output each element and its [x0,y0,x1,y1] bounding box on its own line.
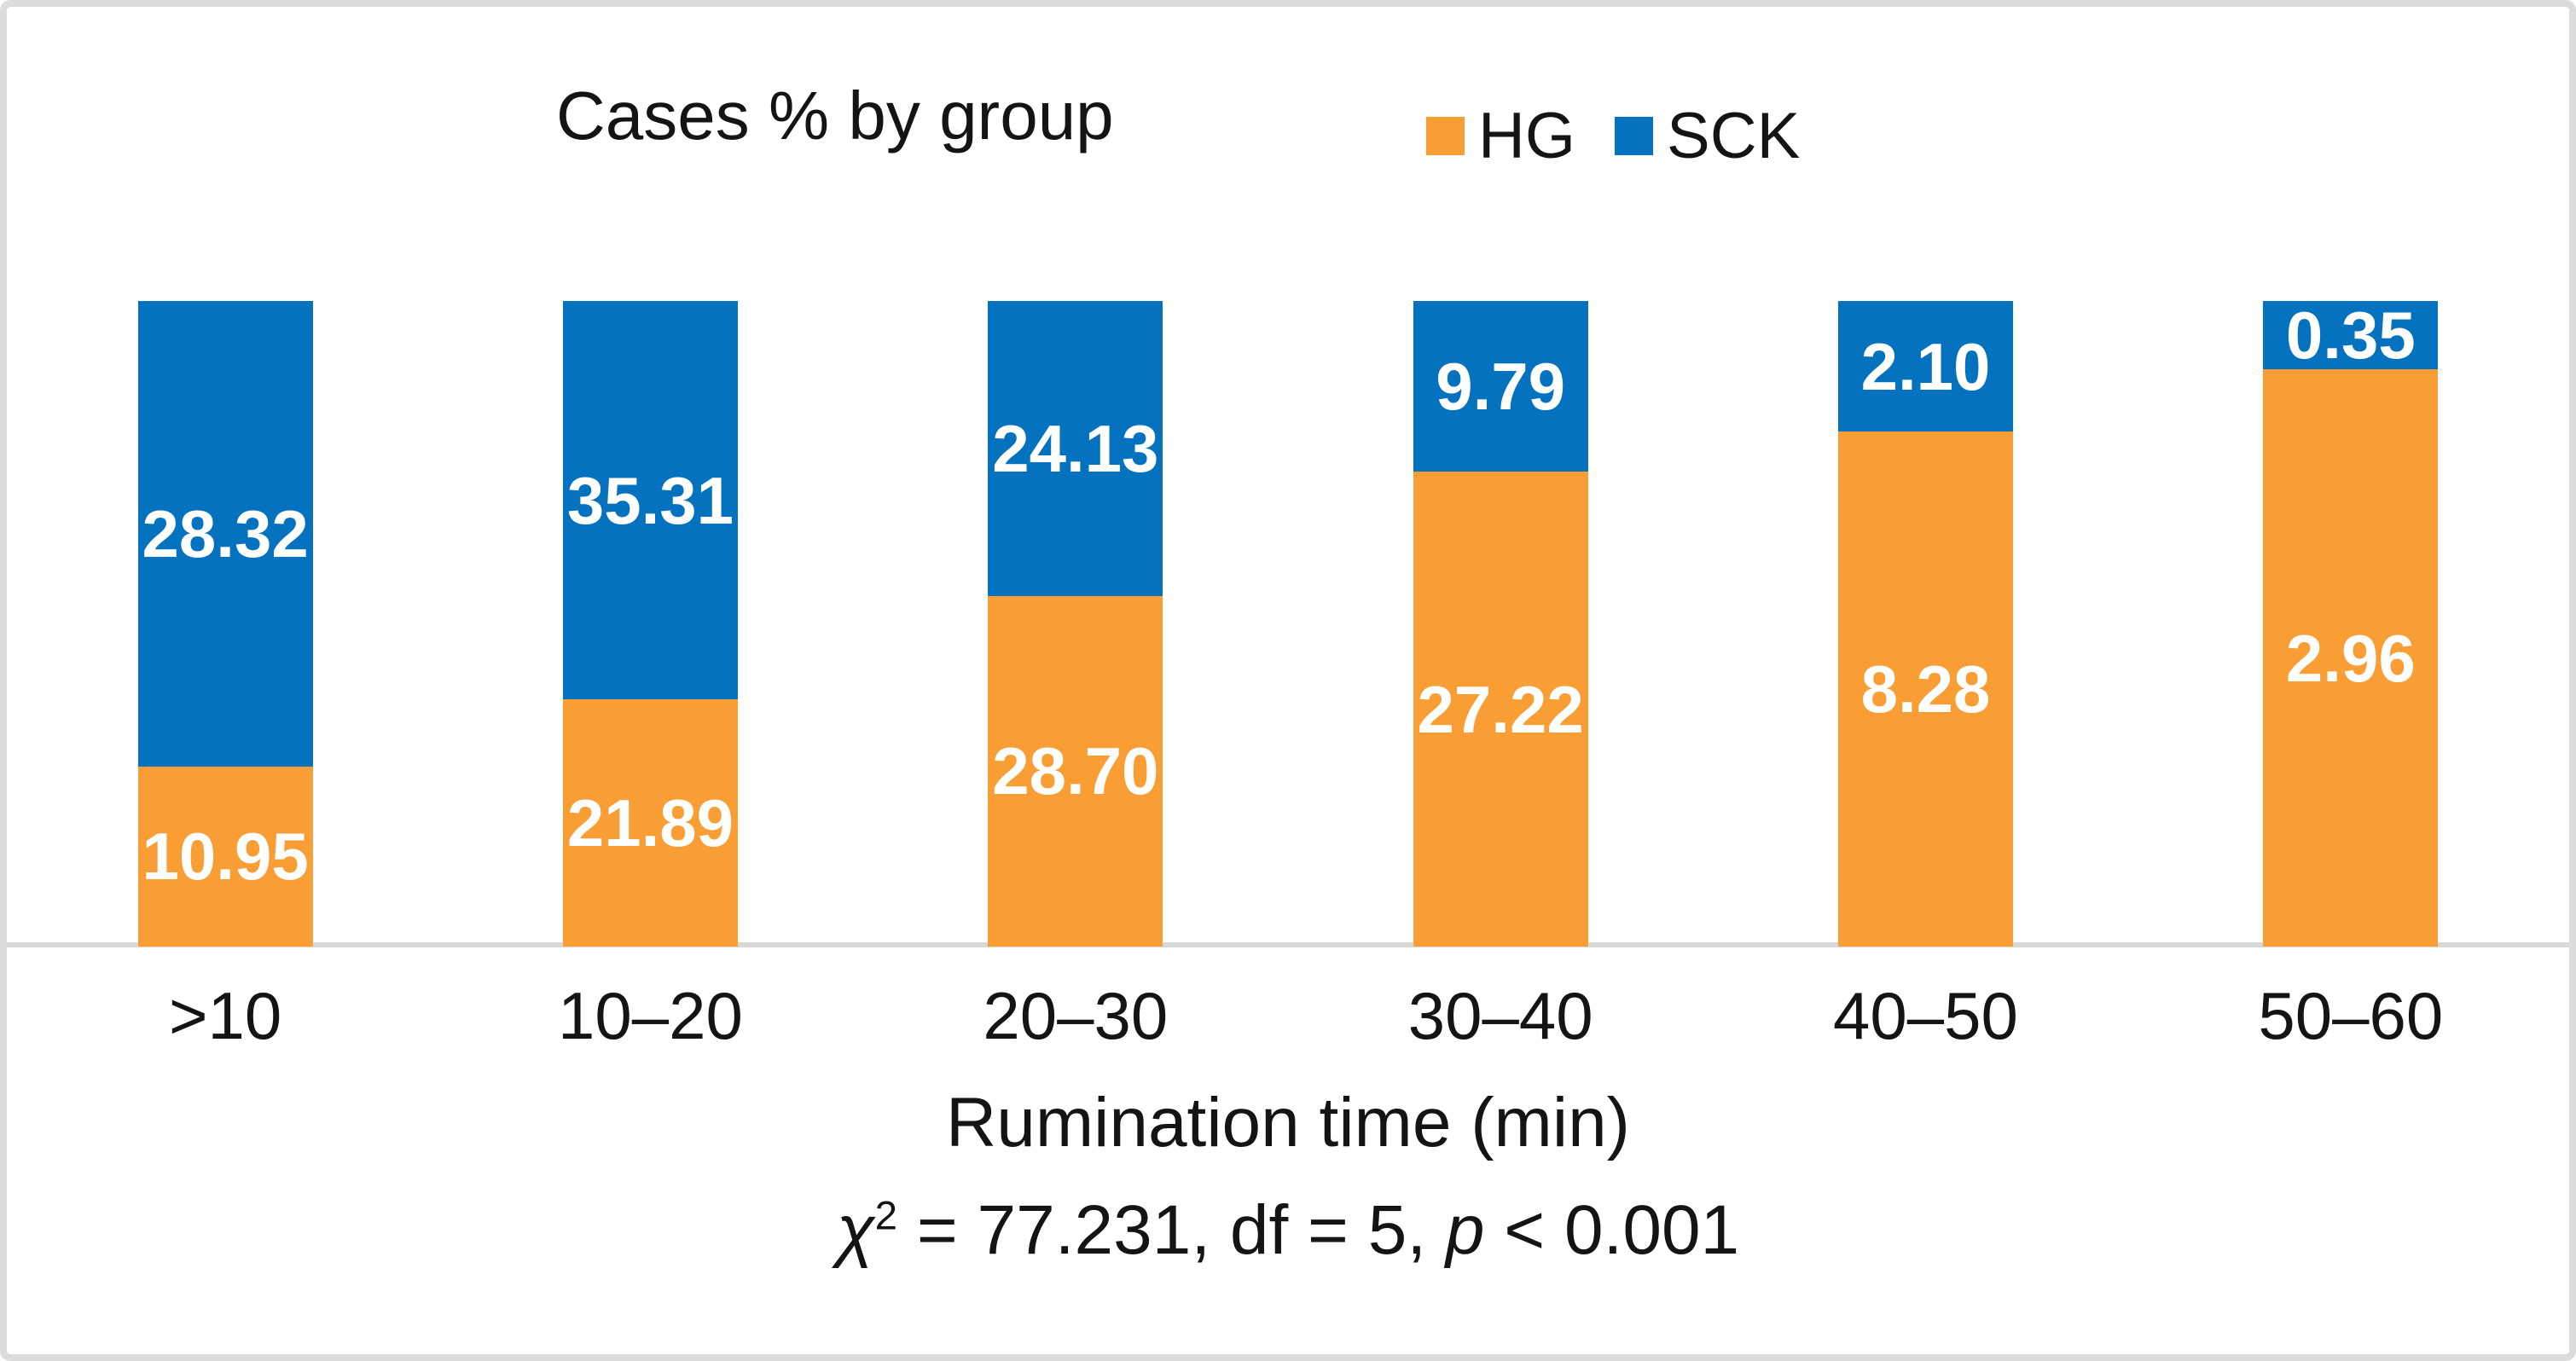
sck-segment: 0.35 [2263,298,2439,374]
stacked-bar-5: 8.28 2.10 [1837,301,2013,947]
bar-value-label: 28.32 [142,495,309,571]
x-axis-title: Rumination time (min) [946,1084,1630,1161]
chart-title: Cases % by group [556,78,1114,153]
legend: HG SCK [1426,99,1800,173]
hg-segment: 2.96 [2263,369,2439,947]
sck-segment: 35.31 [562,301,738,700]
bar-group: 21.89 35.31 [438,301,862,947]
bar-group: 8.28 2.10 [1713,301,2138,947]
bar-value-label: 35.31 [566,462,734,538]
bar-group: 27.22 9.79 [1288,301,1713,947]
bar-group: 2.96 0.35 [2138,301,2563,947]
bar-value-label: 8.28 [1860,652,1991,727]
stacked-bar-2: 21.89 35.31 [562,301,738,947]
hg-segment: 21.89 [562,699,738,947]
bar-group: 28.70 24.13 [863,301,1288,947]
bar-group: 10.95 28.32 [13,301,438,947]
hg-segment: 10.95 [137,766,313,947]
bar-value-label: 9.79 [1436,349,1566,425]
x-tick-label: 30–40 [1407,978,1593,1053]
bar-value-label: 0.35 [2285,298,2416,374]
sck-segment: 9.79 [1413,301,1588,472]
bar-value-label: 27.22 [1417,671,1584,747]
bar-value-label: 10.95 [142,819,309,895]
hg-segment: 28.70 [988,595,1163,947]
x-tick-label: >10 [169,978,282,1053]
bar-value-label: 2.96 [2285,620,2416,696]
bar-value-label: 21.89 [566,785,734,861]
x-axis-tick-row: >10 10–20 20–30 30–40 40–50 50–60 [13,977,2563,1055]
sck-segment: 28.32 [137,301,313,767]
legend-label-sck: SCK [1667,100,1801,172]
sck-legend-swatch-icon [1615,117,1653,155]
legend-item-sck: SCK [1615,99,1800,173]
stacked-bar-6: 2.96 0.35 [2263,298,2439,947]
stats-mid-text: = 77.231, df = 5, [897,1191,1446,1269]
chi-symbol: χ [836,1191,875,1269]
hg-segment: 27.22 [1413,472,1588,947]
stats-annotation: χ2 = 77.231, df = 5, p < 0.001 [0,1190,2576,1271]
chi-superscript: 2 [874,1193,898,1239]
stats-tail-text: < 0.001 [1484,1191,1740,1269]
legend-label-hg: HG [1478,100,1575,172]
x-tick-label: 40–50 [1833,978,2018,1053]
hg-segment: 8.28 [1837,431,2013,947]
bar-value-label: 24.13 [992,410,1159,486]
sck-segment: 2.10 [1837,301,2013,432]
x-tick-label: 20–30 [983,978,1169,1053]
stacked-bar-1: 10.95 28.32 [137,301,313,947]
legend-item-hg: HG [1426,99,1575,173]
plot-area: 10.95 28.32 21.89 35.31 28.70 24.13 27.22 9.79 8… [13,301,2563,947]
p-symbol: p [1445,1191,1485,1269]
x-axis-line [7,942,2569,947]
hg-legend-swatch-icon [1426,117,1465,155]
stacked-bar-3: 28.70 24.13 [988,301,1163,947]
sck-segment: 24.13 [988,301,1163,596]
bar-value-label: 2.10 [1860,328,1991,404]
x-tick-label: 10–20 [558,978,743,1053]
x-tick-label: 50–60 [2258,978,2444,1053]
stacked-bar-4: 27.22 9.79 [1413,301,1588,947]
bar-value-label: 28.70 [992,733,1159,809]
